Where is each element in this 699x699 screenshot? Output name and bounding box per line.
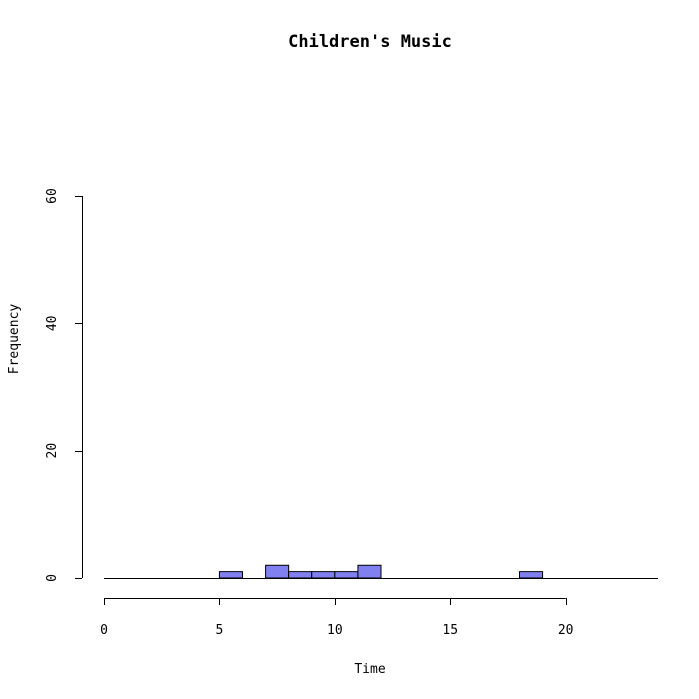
histogram-bar (218, 571, 244, 579)
histogram-bar (265, 564, 290, 579)
histogram-bar (334, 571, 359, 579)
y-tick-label: 0 (45, 574, 60, 582)
chart-title: Children's Music (288, 32, 452, 52)
y-axis: 0 20 40 60 (45, 188, 83, 582)
x-axis-label: Time (354, 662, 385, 677)
bars-group (104, 564, 658, 579)
x-tick-label: 15 (442, 623, 458, 638)
y-tick-label: 60 (45, 188, 60, 204)
histogram-bar (311, 571, 336, 579)
x-tick-label: 10 (327, 623, 343, 638)
histogram-bar (288, 571, 313, 579)
y-axis-label: Frequency (7, 304, 22, 375)
histogram-bar (357, 564, 382, 579)
x-axis: 0 5 10 15 20 (100, 598, 573, 638)
x-tick-label: 0 (100, 623, 108, 638)
x-tick-label: 5 (216, 623, 224, 638)
x-tick-label: 20 (558, 623, 574, 638)
y-tick-label: 20 (45, 443, 60, 459)
histogram-bar (519, 571, 544, 579)
y-tick-label: 40 (45, 316, 60, 332)
